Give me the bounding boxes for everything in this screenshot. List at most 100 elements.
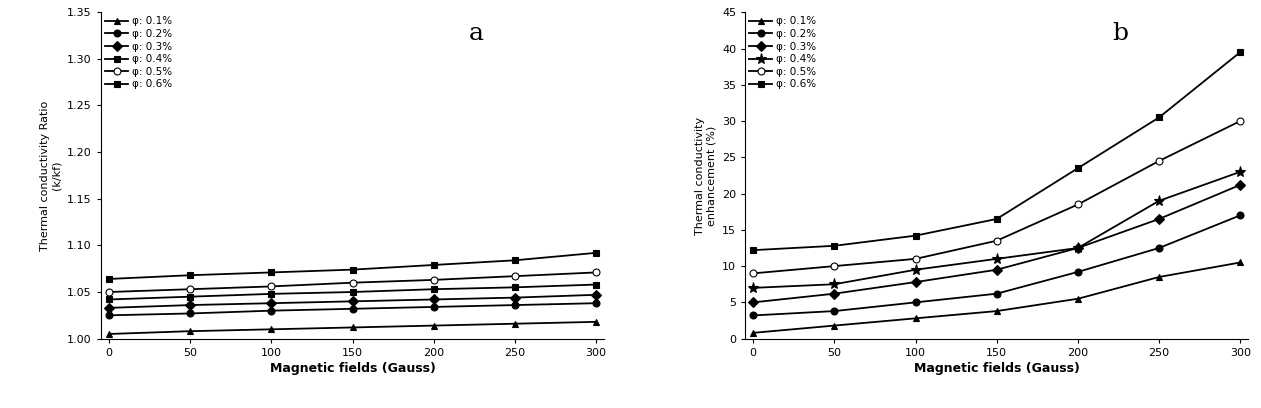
φ: 0.4%: (150, 11): 0.4%: (150, 11): [989, 256, 1004, 261]
φ: 0.5%: (200, 1.06): 0.5%: (200, 1.06): [426, 277, 441, 282]
φ: 0.6%: (150, 1.07): 0.6%: (150, 1.07): [346, 267, 361, 272]
Line: φ: 0.3%: φ: 0.3%: [750, 182, 1243, 306]
φ: 0.2%: (250, 1.04): 0.2%: (250, 1.04): [507, 303, 522, 308]
φ: 0.3%: (150, 9.5): 0.3%: (150, 9.5): [989, 267, 1004, 272]
φ: 0.4%: (200, 12.5): 0.4%: (200, 12.5): [1071, 246, 1086, 251]
φ: 0.1%: (200, 1.01): 0.1%: (200, 1.01): [426, 323, 441, 328]
φ: 0.6%: (250, 30.5): 0.6%: (250, 30.5): [1151, 115, 1166, 120]
φ: 0.6%: (0, 12.2): 0.6%: (0, 12.2): [745, 248, 760, 253]
φ: 0.5%: (50, 10): 0.5%: (50, 10): [827, 264, 842, 268]
φ: 0.6%: (50, 12.8): 0.6%: (50, 12.8): [827, 243, 842, 248]
φ: 0.4%: (0, 7): 0.4%: (0, 7): [745, 286, 760, 290]
φ: 0.6%: (50, 1.07): 0.6%: (50, 1.07): [183, 273, 198, 278]
φ: 0.2%: (100, 1.03): 0.2%: (100, 1.03): [264, 308, 279, 313]
φ: 0.3%: (250, 16.5): 0.3%: (250, 16.5): [1151, 217, 1166, 222]
Line: φ: 0.4%: φ: 0.4%: [748, 166, 1246, 293]
φ: 0.2%: (50, 1.03): 0.2%: (50, 1.03): [183, 311, 198, 316]
φ: 0.4%: (250, 1.05): 0.4%: (250, 1.05): [507, 285, 522, 290]
φ: 0.6%: (200, 23.5): 0.6%: (200, 23.5): [1071, 166, 1086, 171]
φ: 0.1%: (100, 2.8): 0.1%: (100, 2.8): [908, 316, 923, 321]
φ: 0.1%: (150, 3.8): 0.1%: (150, 3.8): [989, 308, 1004, 313]
φ: 0.3%: (0, 5): 0.3%: (0, 5): [745, 300, 760, 305]
φ: 0.1%: (0, 0.8): 0.1%: (0, 0.8): [745, 330, 760, 335]
Line: φ: 0.2%: φ: 0.2%: [106, 300, 599, 319]
Line: φ: 0.1%: φ: 0.1%: [750, 259, 1243, 336]
φ: 0.1%: (300, 1.02): 0.1%: (300, 1.02): [589, 319, 604, 324]
φ: 0.5%: (100, 11): 0.5%: (100, 11): [908, 256, 923, 261]
φ: 0.2%: (300, 17): 0.2%: (300, 17): [1233, 213, 1248, 218]
φ: 0.3%: (250, 1.04): 0.3%: (250, 1.04): [507, 295, 522, 300]
φ: 0.6%: (200, 1.08): 0.6%: (200, 1.08): [426, 262, 441, 267]
φ: 0.4%: (300, 1.06): 0.4%: (300, 1.06): [589, 282, 604, 287]
φ: 0.5%: (50, 1.05): 0.5%: (50, 1.05): [183, 287, 198, 292]
φ: 0.4%: (200, 1.05): 0.4%: (200, 1.05): [426, 287, 441, 292]
φ: 0.5%: (150, 13.5): 0.5%: (150, 13.5): [989, 238, 1004, 243]
φ: 0.5%: (300, 30): 0.5%: (300, 30): [1233, 119, 1248, 124]
φ: 0.3%: (50, 1.04): 0.3%: (50, 1.04): [183, 303, 198, 308]
Line: φ: 0.5%: φ: 0.5%: [750, 118, 1243, 277]
φ: 0.5%: (100, 1.06): 0.5%: (100, 1.06): [264, 284, 279, 289]
φ: 0.4%: (50, 7.5): 0.4%: (50, 7.5): [827, 282, 842, 287]
φ: 0.3%: (50, 6.2): 0.3%: (50, 6.2): [827, 291, 842, 296]
φ: 0.1%: (50, 1.8): 0.1%: (50, 1.8): [827, 323, 842, 328]
Line: φ: 0.2%: φ: 0.2%: [750, 212, 1243, 319]
X-axis label: Magnetic fields (Gauss): Magnetic fields (Gauss): [914, 362, 1079, 375]
Legend: φ: 0.1%, φ: 0.2%, φ: 0.3%, φ: 0.4%, φ: 0.5%, φ: 0.6%: φ: 0.1%, φ: 0.2%, φ: 0.3%, φ: 0.4%, φ: 0…: [103, 16, 173, 91]
φ: 0.6%: (0, 1.06): 0.6%: (0, 1.06): [101, 277, 116, 282]
φ: 0.4%: (0, 1.04): 0.4%: (0, 1.04): [101, 297, 116, 302]
φ: 0.3%: (100, 7.8): 0.3%: (100, 7.8): [908, 279, 923, 284]
φ: 0.1%: (200, 5.5): 0.1%: (200, 5.5): [1071, 296, 1086, 301]
φ: 0.1%: (300, 10.5): 0.1%: (300, 10.5): [1233, 260, 1248, 265]
φ: 0.6%: (150, 16.5): 0.6%: (150, 16.5): [989, 217, 1004, 222]
φ: 0.1%: (250, 1.02): 0.1%: (250, 1.02): [507, 321, 522, 326]
Line: φ: 0.6%: φ: 0.6%: [106, 249, 599, 282]
φ: 0.6%: (300, 1.09): 0.6%: (300, 1.09): [589, 251, 604, 255]
φ: 0.5%: (0, 1.05): 0.5%: (0, 1.05): [101, 290, 116, 295]
φ: 0.5%: (250, 1.07): 0.5%: (250, 1.07): [507, 274, 522, 279]
φ: 0.4%: (50, 1.04): 0.4%: (50, 1.04): [183, 294, 198, 299]
Line: φ: 0.4%: φ: 0.4%: [106, 281, 599, 303]
φ: 0.3%: (100, 1.04): 0.3%: (100, 1.04): [264, 301, 279, 306]
φ: 0.2%: (0, 1.02): 0.2%: (0, 1.02): [101, 313, 116, 318]
φ: 0.1%: (50, 1.01): 0.1%: (50, 1.01): [183, 329, 198, 334]
Y-axis label: Thermal conductivity
enhancement (%): Thermal conductivity enhancement (%): [695, 116, 716, 235]
Text: b: b: [1112, 22, 1129, 45]
φ: 0.4%: (100, 1.05): 0.4%: (100, 1.05): [264, 291, 279, 296]
φ: 0.4%: (250, 19): 0.4%: (250, 19): [1151, 198, 1166, 203]
φ: 0.4%: (300, 23): 0.4%: (300, 23): [1233, 169, 1248, 174]
φ: 0.2%: (200, 9.2): 0.2%: (200, 9.2): [1071, 269, 1086, 274]
φ: 0.1%: (250, 8.5): 0.1%: (250, 8.5): [1151, 275, 1166, 279]
X-axis label: Magnetic fields (Gauss): Magnetic fields (Gauss): [270, 362, 435, 375]
φ: 0.1%: (0, 1): 0.1%: (0, 1): [101, 332, 116, 337]
Line: φ: 0.6%: φ: 0.6%: [750, 49, 1243, 254]
φ: 0.2%: (150, 6.2): 0.2%: (150, 6.2): [989, 291, 1004, 296]
φ: 0.2%: (100, 5): 0.2%: (100, 5): [908, 300, 923, 305]
φ: 0.2%: (0, 3.2): 0.2%: (0, 3.2): [745, 313, 760, 318]
φ: 0.3%: (200, 12.5): 0.3%: (200, 12.5): [1071, 246, 1086, 251]
φ: 0.3%: (150, 1.04): 0.3%: (150, 1.04): [346, 299, 361, 304]
φ: 0.6%: (250, 1.08): 0.6%: (250, 1.08): [507, 258, 522, 263]
φ: 0.2%: (250, 12.5): 0.2%: (250, 12.5): [1151, 246, 1166, 251]
φ: 0.2%: (200, 1.03): 0.2%: (200, 1.03): [426, 304, 441, 309]
φ: 0.6%: (100, 1.07): 0.6%: (100, 1.07): [264, 270, 279, 275]
φ: 0.4%: (150, 1.05): 0.4%: (150, 1.05): [346, 290, 361, 295]
φ: 0.2%: (150, 1.03): 0.2%: (150, 1.03): [346, 306, 361, 311]
Y-axis label: Thermal conductivity Ratio
(k/kf): Thermal conductivity Ratio (k/kf): [40, 100, 62, 251]
φ: 0.1%: (100, 1.01): 0.1%: (100, 1.01): [264, 327, 279, 332]
Text: a: a: [468, 22, 483, 45]
φ: 0.4%: (100, 9.5): 0.4%: (100, 9.5): [908, 267, 923, 272]
φ: 0.5%: (200, 18.5): 0.5%: (200, 18.5): [1071, 202, 1086, 207]
Line: φ: 0.5%: φ: 0.5%: [106, 269, 599, 295]
φ: 0.2%: (50, 3.8): 0.2%: (50, 3.8): [827, 308, 842, 313]
φ: 0.3%: (300, 21.2): 0.3%: (300, 21.2): [1233, 182, 1248, 187]
φ: 0.6%: (100, 14.2): 0.6%: (100, 14.2): [908, 233, 923, 238]
φ: 0.5%: (150, 1.06): 0.5%: (150, 1.06): [346, 280, 361, 285]
φ: 0.1%: (150, 1.01): 0.1%: (150, 1.01): [346, 325, 361, 330]
φ: 0.3%: (300, 1.05): 0.3%: (300, 1.05): [589, 293, 604, 297]
φ: 0.3%: (0, 1.03): 0.3%: (0, 1.03): [101, 306, 116, 310]
φ: 0.2%: (300, 1.04): 0.2%: (300, 1.04): [589, 301, 604, 306]
φ: 0.6%: (300, 39.5): 0.6%: (300, 39.5): [1233, 50, 1248, 55]
φ: 0.5%: (0, 9): 0.5%: (0, 9): [745, 271, 760, 276]
Line: φ: 0.1%: φ: 0.1%: [106, 318, 599, 337]
φ: 0.5%: (250, 24.5): 0.5%: (250, 24.5): [1151, 158, 1166, 163]
